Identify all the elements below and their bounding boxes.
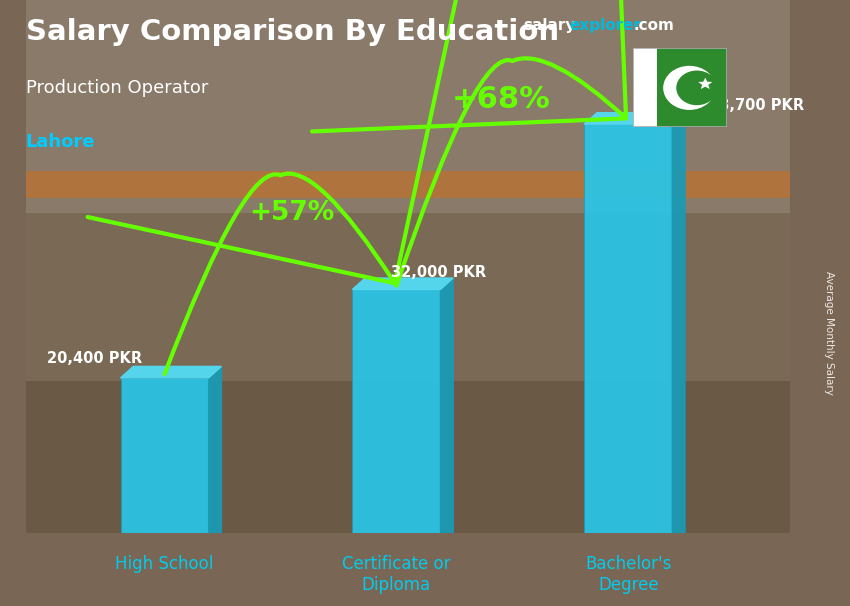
- Polygon shape: [440, 278, 453, 533]
- FancyArrowPatch shape: [88, 0, 461, 283]
- Circle shape: [677, 70, 717, 105]
- Text: Production Operator: Production Operator: [26, 79, 208, 97]
- FancyArrowPatch shape: [312, 0, 626, 132]
- Circle shape: [663, 66, 716, 110]
- Polygon shape: [208, 367, 221, 533]
- Text: +57%: +57%: [249, 201, 335, 226]
- Polygon shape: [584, 113, 685, 124]
- Text: +68%: +68%: [451, 85, 550, 113]
- Bar: [353, 290, 440, 533]
- Bar: [26, 381, 790, 533]
- Polygon shape: [353, 278, 453, 290]
- Text: 20,400 PKR: 20,400 PKR: [48, 351, 143, 367]
- Polygon shape: [698, 78, 712, 89]
- Polygon shape: [672, 113, 685, 533]
- Text: Average Monthly Salary: Average Monthly Salary: [824, 271, 834, 395]
- Bar: [584, 124, 672, 533]
- Bar: [26, 171, 790, 198]
- Text: .com: .com: [633, 18, 674, 33]
- Bar: [633, 48, 656, 127]
- Bar: [121, 378, 208, 533]
- Bar: [26, 213, 790, 381]
- Bar: [26, 0, 790, 213]
- FancyArrowPatch shape: [396, 60, 513, 285]
- Text: 53,700 PKR: 53,700 PKR: [710, 98, 804, 113]
- Text: salary: salary: [523, 18, 575, 33]
- Text: explorer: explorer: [570, 18, 642, 33]
- Text: Salary Comparison By Education: Salary Comparison By Education: [26, 18, 558, 46]
- Bar: [656, 48, 727, 127]
- Text: 32,000 PKR: 32,000 PKR: [390, 265, 485, 281]
- Polygon shape: [121, 367, 221, 378]
- Text: Lahore: Lahore: [26, 133, 95, 152]
- FancyArrowPatch shape: [165, 174, 280, 374]
